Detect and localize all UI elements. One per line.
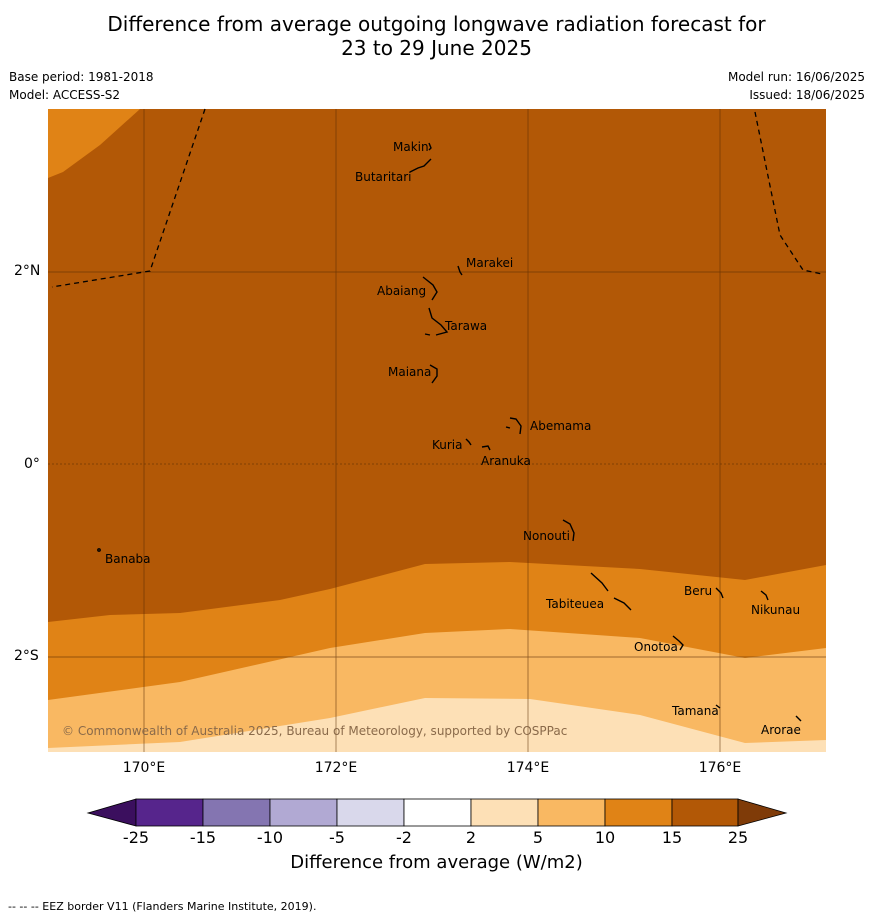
- colorbar-segment: [671, 798, 739, 827]
- island-tamana: [715, 704, 721, 709]
- colorbar-tick: -5: [329, 828, 345, 847]
- lon-label-176e: 176°E: [698, 760, 742, 776]
- colorbar-tick: -10: [256, 828, 284, 847]
- place-label: Makin: [393, 140, 429, 154]
- island-butaritari: [409, 158, 432, 173]
- title-line-1: Difference from average outgoing longwav…: [107, 12, 766, 36]
- eez-border-west: [51, 108, 206, 288]
- band-15-25: [48, 109, 826, 622]
- island-nikunau: [760, 590, 769, 601]
- model-name: Model: ACCESS-S2: [9, 88, 121, 102]
- colorbar-tick: -15: [189, 828, 217, 847]
- map-title: Difference from average outgoing longwav…: [0, 12, 873, 60]
- place-label: Kuria: [432, 438, 463, 452]
- place-label: Tarawa: [444, 319, 487, 333]
- lon-label-170e: 170°E: [122, 760, 166, 776]
- colorbar-segment: [604, 798, 673, 827]
- place-label: Tabiteuea: [545, 597, 604, 611]
- colorbar-segment: [336, 798, 405, 827]
- lat-label-2n: 2°N: [14, 263, 41, 279]
- place-label: Onotoa: [634, 640, 678, 654]
- title-line-2: 23 to 29 June 2025: [341, 36, 532, 60]
- base-period: Base period: 1981-2018: [9, 70, 154, 84]
- meta-left: Base period: 1981-2018 Model: ACCESS-S2: [9, 68, 154, 104]
- place-label: Nonouti: [523, 529, 570, 543]
- colorbar-segment: [202, 798, 271, 827]
- island-tarawa: [424, 307, 449, 336]
- eez-borders: [51, 108, 823, 288]
- colorbar-tick: 15: [661, 828, 683, 847]
- place-label: Maiana: [388, 365, 431, 379]
- colorbar-segment: [403, 798, 472, 827]
- colorbar-tick: 2: [465, 828, 477, 847]
- place-label: Arorae: [761, 723, 801, 737]
- model-run: Model run: 16/06/2025: [727, 70, 865, 84]
- colorbar-tick: 25: [727, 828, 749, 847]
- eez-footnote: -- -- -- EEZ border V11 (Flanders Marine…: [8, 900, 317, 913]
- colorbar: [86, 798, 788, 827]
- colorbar-tick: 5: [532, 828, 544, 847]
- contour-fill: [48, 109, 826, 752]
- island-onotoa: [672, 635, 684, 651]
- eez-border-east: [754, 111, 823, 275]
- island-marakei: [457, 265, 463, 276]
- place-labels: Makin Butaritari Marakei Abaiang Tarawa …: [105, 140, 801, 737]
- island-kuria: [465, 438, 472, 446]
- copyright-notice: © Commonwealth of Australia 2025, Bureau…: [62, 724, 568, 738]
- colorbar-segment: [537, 798, 606, 827]
- colorbar-tick: -25: [122, 828, 150, 847]
- island-arorae: [795, 715, 802, 722]
- island-banaba: [97, 548, 101, 552]
- colorbar-segment: [135, 798, 204, 827]
- island-aranuka: [481, 445, 491, 451]
- colorbar-tick: 10: [594, 828, 616, 847]
- lat-label-2s: 2°S: [14, 648, 39, 664]
- island-nonouti: [562, 519, 575, 542]
- colorbar-extend-high: [737, 798, 788, 827]
- issued-date: Issued: 18/06/2025: [749, 88, 865, 102]
- meta-right: Model run: 16/06/2025 Issued: 18/06/2025: [728, 68, 865, 104]
- island-beru: [715, 587, 724, 599]
- place-label: Marakei: [466, 256, 513, 270]
- colorbar-tick: -2: [396, 828, 412, 847]
- colorbar-extend-low: [86, 798, 137, 827]
- island-outlines: [97, 142, 802, 722]
- place-label: Banaba: [105, 552, 151, 566]
- colorbar-title: Difference from average (W/m2): [290, 852, 583, 873]
- place-label: Abaiang: [377, 284, 426, 298]
- island-maiana: [429, 364, 438, 384]
- place-label: Nikunau: [751, 603, 800, 617]
- colorbar-segment: [470, 798, 539, 827]
- place-label: Abemama: [530, 419, 591, 433]
- place-label: Butaritari: [355, 170, 412, 184]
- island-makin: [428, 142, 432, 151]
- lat-label-equator: 0°: [24, 456, 40, 472]
- island-abemama: [505, 417, 522, 435]
- lon-label-174e: 174°E: [506, 760, 550, 776]
- island-tabiteuea: [590, 572, 632, 611]
- place-label: Tamana: [671, 704, 719, 718]
- colorbar-segment: [269, 798, 338, 827]
- place-label: Beru: [684, 584, 712, 598]
- graticule: [48, 109, 826, 752]
- island-abaiang: [422, 276, 438, 301]
- lon-label-172e: 172°E: [314, 760, 358, 776]
- place-label: Aranuka: [481, 454, 531, 468]
